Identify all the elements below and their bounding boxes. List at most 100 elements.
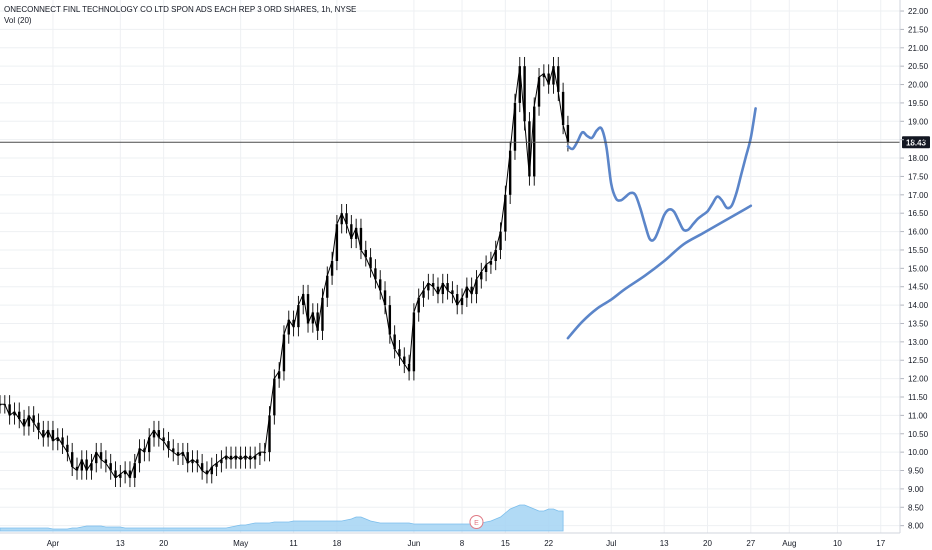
price-series [0, 56, 570, 488]
candle-body [330, 260, 334, 276]
y-tick-label: 12.50 [908, 356, 929, 365]
projection-curve-lower[interactable] [566, 204, 753, 340]
x-tick-label: May [233, 539, 248, 548]
candle-body [0, 404, 2, 406]
candle-body [152, 430, 156, 438]
candle-body [13, 411, 16, 416]
y-tick-label: 14.00 [908, 301, 929, 310]
candle-body [412, 312, 416, 372]
x-tick-label: Aug [782, 539, 796, 548]
candle-body [508, 150, 512, 195]
candle-body [273, 378, 276, 416]
candle-body [282, 334, 286, 372]
candle-body [191, 459, 194, 464]
candle-body [99, 452, 103, 460]
candle-body [244, 455, 247, 460]
x-tick-label: 15 [501, 539, 510, 548]
candle-body [263, 452, 266, 454]
y-tick-label: 21.00 [908, 44, 929, 53]
y-tick-label: 20.50 [908, 62, 929, 71]
drawing-layer[interactable] [566, 107, 757, 340]
y-tick-label: 13.50 [908, 319, 929, 328]
candle-body [499, 231, 502, 250]
candle-body [552, 66, 555, 85]
candle-body [470, 286, 473, 295]
candle-body [162, 437, 165, 442]
x-tick-label: 10 [833, 539, 842, 548]
candle-body [157, 430, 161, 438]
candle-body [138, 448, 141, 464]
candle-body [27, 415, 31, 427]
candle-body [513, 102, 517, 151]
candle-body [456, 294, 459, 306]
candle-body [306, 294, 310, 324]
candle-body [345, 213, 348, 225]
volume-indicator-label[interactable]: Vol (20) [4, 16, 32, 25]
y-tick-label: 22.00 [908, 7, 929, 16]
candle-body [253, 455, 257, 460]
earnings-marker[interactable]: E [469, 515, 484, 529]
time-axis[interactable]: Apr 13 20 May 11 18 Jun 8 15 22 Jul 13 20 27 Aug 10 17 [0, 532, 900, 548]
y-tick-label: 19.00 [908, 117, 929, 126]
candle-body [475, 279, 478, 295]
x-tick-label: Apr [47, 539, 60, 548]
symbol-title[interactable]: ONECONNECT FINL TECHNOLOGY CO LTD SPON A… [4, 5, 357, 14]
candle-body [528, 121, 531, 177]
candle-body [205, 470, 209, 475]
candle-body [388, 305, 392, 335]
candle-body [561, 91, 565, 125]
candle-body [225, 455, 228, 460]
candle-body [465, 286, 469, 298]
x-tick-label: Jul [606, 539, 616, 548]
candle-body [90, 463, 93, 471]
x-tick-label: 27 [746, 539, 755, 548]
y-tick-label: 16.50 [908, 209, 929, 218]
candle-body [489, 260, 493, 265]
candle-body [42, 430, 45, 438]
candle-body [268, 415, 271, 453]
candle-body [350, 224, 353, 239]
y-tick-label: 13.00 [908, 338, 929, 347]
candle-body [51, 430, 55, 442]
candle-body [523, 66, 526, 122]
x-tick-label: 20 [159, 539, 168, 548]
candle-body [369, 257, 372, 269]
candle-body [494, 249, 497, 261]
candle-body [316, 312, 319, 331]
candle-body [210, 466, 213, 475]
last-price-tag [902, 136, 930, 149]
candle-body [518, 66, 521, 103]
candle-body [287, 319, 290, 335]
candle-body [277, 371, 281, 379]
candle-body [119, 474, 122, 478]
projection-curve-upper[interactable] [566, 107, 757, 242]
y-tick-label: 14.50 [908, 283, 929, 292]
candle-body [133, 463, 136, 478]
x-tick-label: 13 [660, 539, 669, 548]
candle-body [104, 459, 108, 464]
candle-body [340, 213, 343, 225]
candle-body [172, 448, 175, 453]
candle-body [123, 470, 127, 475]
candle-body [215, 463, 218, 467]
candle-body [181, 452, 185, 456]
candle-body [441, 283, 444, 295]
candle-body [422, 290, 425, 298]
candle-body [379, 279, 382, 291]
candle-body [383, 290, 387, 306]
candle-body [258, 452, 262, 456]
y-tick-label: 19.50 [908, 99, 929, 108]
candle-body [3, 404, 7, 406]
candle-body [504, 194, 507, 232]
candle-body [200, 463, 204, 471]
earnings-badge[interactable] [469, 515, 484, 529]
price-axis[interactable]: 8.00 8.50 9.00 9.50 10.00 10.50 11.00 11.50 12.0… [899, 0, 929, 533]
candle-body [80, 459, 84, 471]
candle-body [22, 419, 26, 427]
candle-body [547, 73, 550, 85]
candle-body [229, 455, 233, 460]
candle-body [446, 283, 449, 291]
y-tick-label: 18.50 [908, 136, 929, 145]
